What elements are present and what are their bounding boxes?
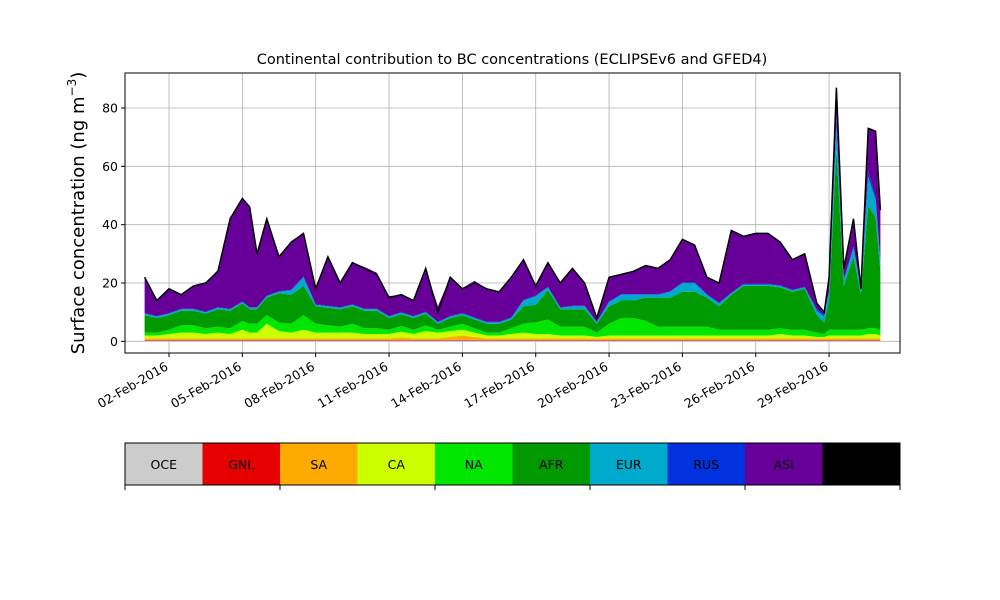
legend-label-eur: EUR xyxy=(616,457,642,472)
legend-swatch-eur xyxy=(590,443,668,485)
legend-swatch-sa xyxy=(280,443,358,485)
plot-frame xyxy=(124,72,901,354)
y-axis-label: Surface concentration (ng m−3) xyxy=(65,72,89,355)
stacked-areas xyxy=(144,88,881,342)
legend-swatch-rus xyxy=(667,443,746,485)
y-axis-label-close: ) xyxy=(68,72,89,79)
legend-label-oce: OCE xyxy=(151,457,178,472)
legend-swatch-asi xyxy=(745,443,823,485)
x-tick-label: 29-Feb-2016 xyxy=(755,359,831,411)
area-series-gnl xyxy=(144,339,881,341)
legend-swatch-gnl xyxy=(202,443,281,485)
area-series-afr xyxy=(144,148,881,334)
area-series-oce xyxy=(144,340,881,342)
x-tick-label: 17-Feb-2016 xyxy=(461,359,537,411)
legend-label-aus: AUS xyxy=(848,457,874,472)
total-outline xyxy=(143,87,882,321)
y-tick-label: 20 xyxy=(102,276,118,291)
x-tick-label: 02-Feb-2016 xyxy=(95,359,171,411)
legend-label-rus: RUS xyxy=(693,457,719,472)
legend-label-gnl: GNL xyxy=(228,457,254,472)
x-tick-label: 23-Feb-2016 xyxy=(608,359,684,411)
area-series-na xyxy=(144,315,881,337)
area-series-ca xyxy=(144,323,881,339)
x-axis-ticks: 02-Feb-201605-Feb-201608-Feb-201611-Feb-… xyxy=(95,353,831,411)
legend-label-sa: SA xyxy=(310,457,327,472)
y-axis-label-main: Surface concentration (ng m xyxy=(68,96,89,354)
x-tick-label: 26-Feb-2016 xyxy=(681,359,757,411)
colorbar-legend: OCE GNL SA CA NA AFR EUR RUS ASI AUS xyxy=(124,442,901,490)
y-axis-ticks: 0 20 40 60 80 xyxy=(102,101,125,349)
x-tick-label: 08-Feb-2016 xyxy=(241,359,317,411)
legend-label-asi: ASI xyxy=(774,457,794,472)
y-axis-label-sup: −3 xyxy=(65,79,79,97)
legend-swatch-ca xyxy=(357,443,436,485)
legend-swatch-oce xyxy=(125,443,203,485)
y-tick-label: 80 xyxy=(102,101,118,116)
legend-swatch-afr xyxy=(512,443,591,485)
y-tick-label: 40 xyxy=(102,217,118,232)
legend-label-na: NA xyxy=(465,457,483,472)
legend-label-afr: AFR xyxy=(539,457,564,472)
x-tick-label: 14-Feb-2016 xyxy=(388,359,464,411)
legend-swatch-aus xyxy=(822,443,901,485)
legend-label-ca: CA xyxy=(388,457,406,472)
legend-swatch-na xyxy=(435,443,513,485)
x-tick-label: 11-Feb-2016 xyxy=(315,359,391,411)
y-tick-label: 60 xyxy=(102,159,118,174)
area-series-asi xyxy=(144,88,881,322)
y-tick-label: 0 xyxy=(110,334,118,349)
x-tick-label: 05-Feb-2016 xyxy=(168,359,244,411)
area-series-sa xyxy=(144,335,881,340)
chart-title: Continental contribution to BC concentra… xyxy=(257,52,768,68)
legend-frame xyxy=(124,442,901,486)
x-tick-label: 20-Feb-2016 xyxy=(535,359,611,411)
